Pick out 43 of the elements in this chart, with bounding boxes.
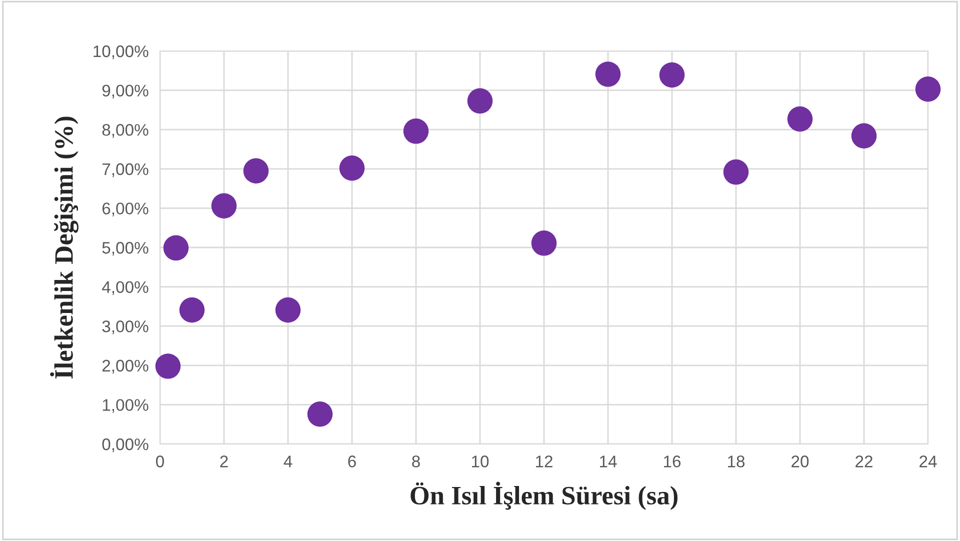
- y-tick-label: 1,00%: [102, 399, 148, 413]
- x-tick-label: 12: [536, 456, 552, 468]
- point: [595, 62, 621, 87]
- y-axis-title: İletkenlik Değişimi (%): [50, 116, 78, 379]
- x-tick-label: 10: [472, 456, 489, 468]
- point: [403, 118, 429, 144]
- y-tick-label: 3,00%: [102, 320, 148, 334]
- point: [723, 159, 749, 185]
- point: [179, 297, 205, 323]
- x-tick-label: 24: [920, 456, 937, 468]
- point: [915, 76, 941, 102]
- y-tick-label: 6,00%: [102, 202, 148, 216]
- x-tick-label: 22: [856, 456, 872, 468]
- y-tick-label: 5,00%: [102, 242, 148, 256]
- x-tick-label: 20: [792, 456, 809, 468]
- point: [339, 156, 365, 181]
- y-tick-label: 9,00%: [102, 84, 148, 98]
- point: [659, 62, 685, 88]
- x-axis-title: Ön Isıl İşlem Süresi (sa): [410, 482, 678, 510]
- point: [307, 402, 333, 427]
- y-tick-label: 4,00%: [102, 281, 148, 295]
- x-tick-label: 18: [728, 456, 745, 468]
- y-tick-label: 0,00%: [102, 438, 148, 452]
- y-tick-label: 2,00%: [102, 360, 148, 374]
- x-tick-label: 16: [664, 456, 681, 468]
- y-tick-label: 8,00%: [102, 124, 148, 138]
- point: [531, 230, 557, 256]
- point: [211, 193, 237, 218]
- point: [787, 106, 813, 132]
- x-tick-label: 0: [156, 456, 164, 468]
- point: [467, 88, 493, 114]
- point: [155, 354, 181, 379]
- x-tick-label: 6: [348, 456, 356, 468]
- x-tick-label: 2: [220, 456, 228, 468]
- point: [275, 297, 301, 323]
- y-tick-label: 10,00%: [94, 45, 148, 60]
- x-tick-label: 14: [600, 456, 617, 468]
- point: [243, 158, 269, 184]
- point: [851, 123, 877, 149]
- point: [163, 235, 189, 261]
- x-tick-label: 4: [284, 456, 292, 468]
- y-tick-label: 7,00%: [102, 163, 148, 178]
- x-tick-label: 8: [412, 456, 420, 468]
